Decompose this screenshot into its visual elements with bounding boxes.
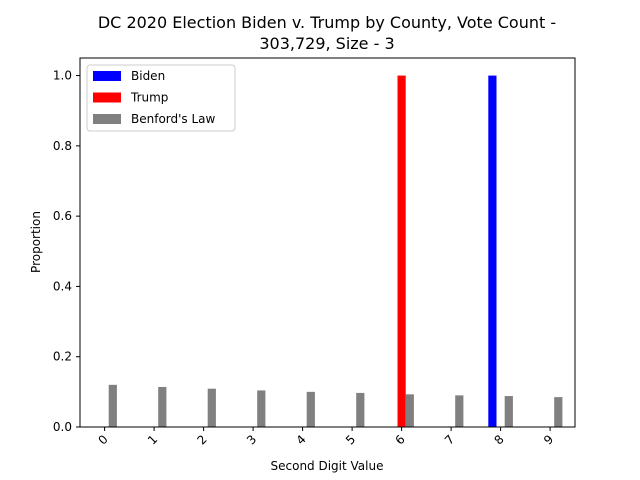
bar-benford-s-law-6 bbox=[405, 394, 414, 427]
y-axis-label: Proportion bbox=[29, 211, 43, 273]
plot-frame bbox=[79, 57, 576, 428]
legend-label: Trump bbox=[130, 91, 168, 105]
x-tick-label: 8 bbox=[491, 432, 506, 447]
x-tick-label: 6 bbox=[392, 432, 407, 447]
x-axis: 0 1 2 3 4 5 6 7 8 9 bbox=[95, 427, 556, 448]
plot-area bbox=[108, 75, 563, 427]
x-tick-label: 0 bbox=[95, 432, 110, 447]
y-axis: 0.0 0.2 0.4 0.6 0.8 1.0 bbox=[53, 69, 80, 434]
bar-biden-8 bbox=[488, 75, 497, 427]
legend: Biden Trump Benford's Law bbox=[86, 64, 236, 132]
legend-swatch bbox=[93, 92, 121, 103]
bar-benford-s-law-7 bbox=[455, 395, 464, 427]
y-tick-label: 0.2 bbox=[53, 350, 72, 364]
y-tick-label: 0.0 bbox=[53, 420, 72, 434]
bar-benford-s-law-4 bbox=[306, 391, 315, 427]
legend-swatch bbox=[93, 71, 121, 81]
chart-title-line-2: 303,729, Size - 3 bbox=[259, 34, 394, 53]
bar-benford-s-law-8 bbox=[504, 396, 513, 427]
legend-box bbox=[86, 64, 236, 132]
bar-benford-s-law-5 bbox=[356, 392, 365, 427]
legend-label: Benford's Law bbox=[131, 112, 216, 126]
x-tick-label: 3 bbox=[244, 432, 259, 447]
bar-benford-s-law-0 bbox=[108, 384, 117, 427]
x-tick-label: 9 bbox=[541, 432, 556, 447]
chart-title-line-1: DC 2020 Election Biden v. Trump by Count… bbox=[98, 13, 556, 32]
x-tick-label: 1 bbox=[145, 432, 160, 447]
legend-label: Biden bbox=[131, 69, 165, 83]
legend-swatch bbox=[93, 114, 121, 124]
bar-benford-s-law-2 bbox=[207, 388, 216, 427]
y-tick-label: 1.0 bbox=[53, 69, 72, 83]
bar-benford-s-law-3 bbox=[257, 390, 266, 427]
y-tick-label: 0.4 bbox=[53, 279, 72, 293]
x-tick-label: 2 bbox=[194, 432, 209, 447]
x-tick-label: 4 bbox=[293, 432, 308, 447]
bar-benford-s-law-1 bbox=[158, 386, 167, 427]
x-tick-label: 5 bbox=[343, 432, 358, 447]
y-tick-label: 0.8 bbox=[53, 139, 72, 153]
bar-trump-6 bbox=[397, 75, 406, 427]
x-tick-label: 7 bbox=[442, 432, 457, 447]
y-tick-label: 0.6 bbox=[53, 209, 72, 223]
x-axis-label: Second Digit Value bbox=[271, 459, 384, 473]
bar-benford-s-law-9 bbox=[554, 397, 563, 427]
